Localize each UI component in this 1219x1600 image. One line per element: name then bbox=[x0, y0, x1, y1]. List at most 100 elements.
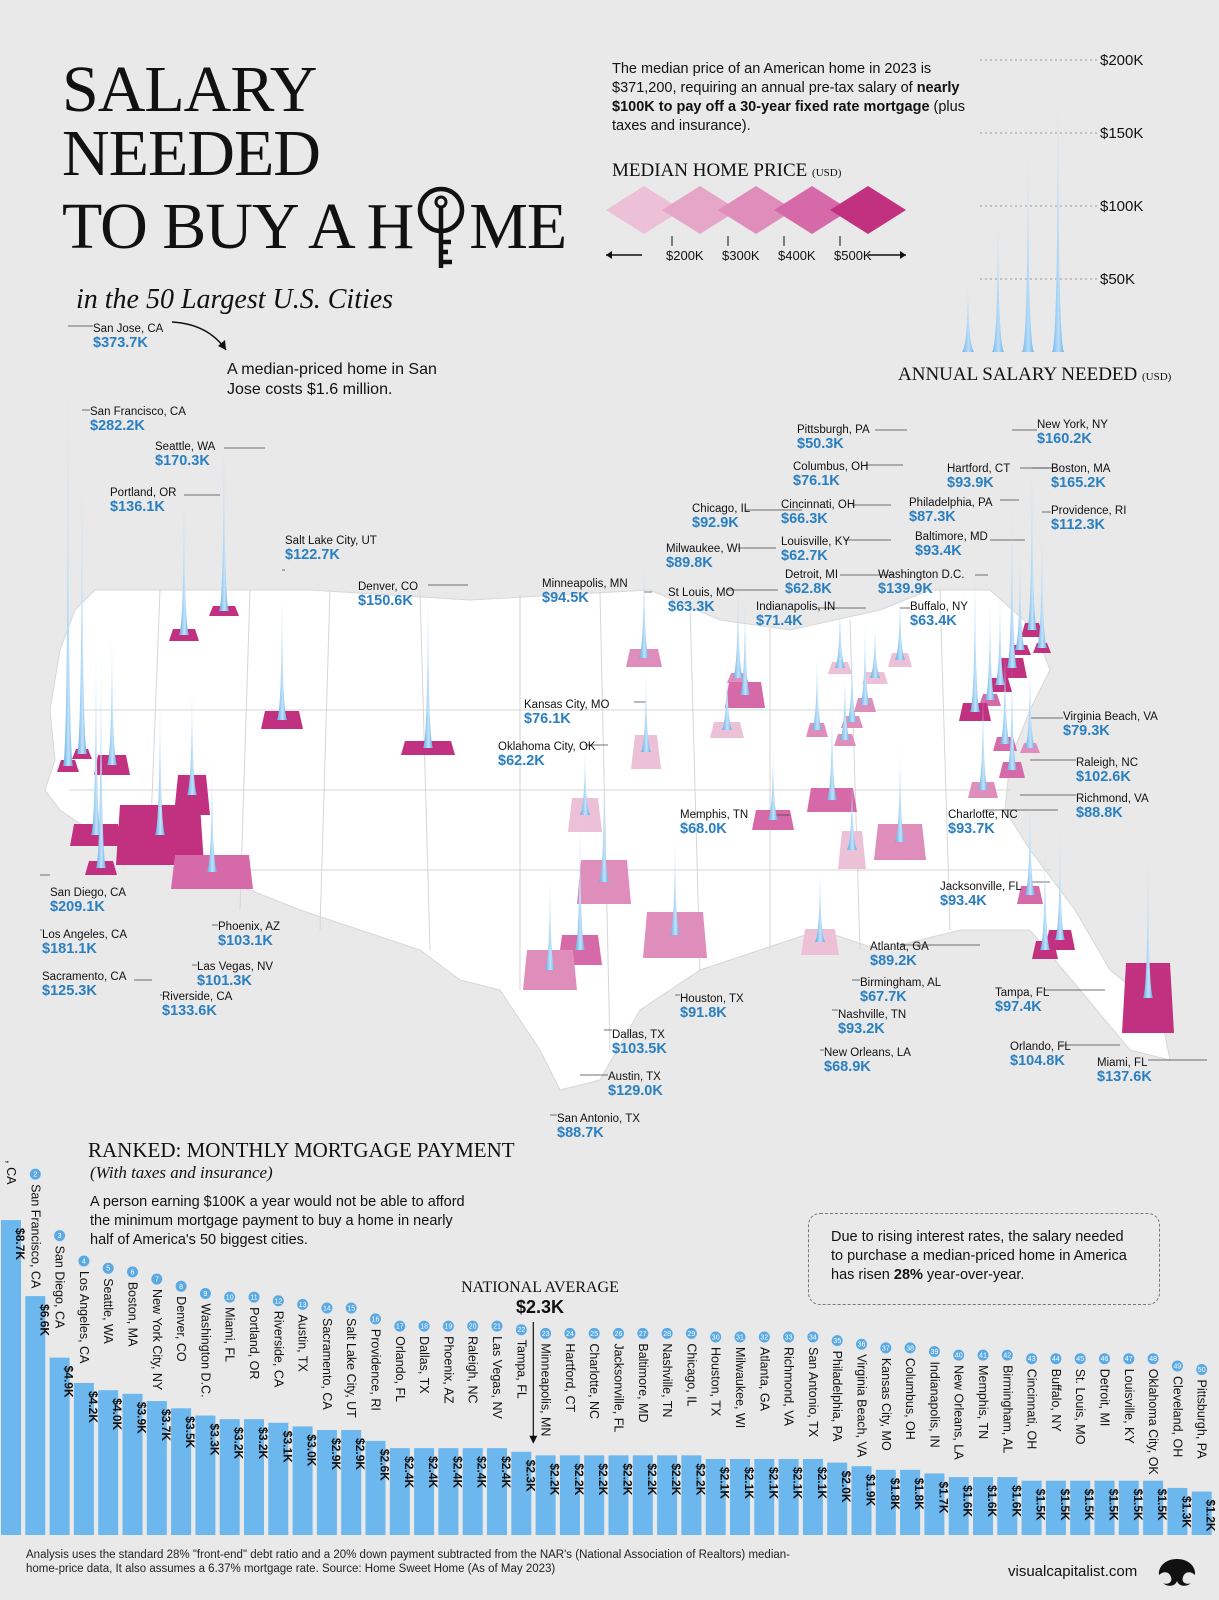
city-name: Detroit, MI bbox=[785, 569, 839, 581]
city-salary: $170.3K bbox=[155, 453, 210, 469]
bar-37 bbox=[875, 1469, 896, 1535]
bar-6 bbox=[122, 1393, 143, 1535]
city-name: Hartford, CT bbox=[947, 463, 1011, 475]
bar-37-rank-badge bbox=[880, 1342, 892, 1354]
bar-31-city: Milwaukee, WI bbox=[733, 1347, 747, 1428]
intro-part-2: (plus taxes and insurance). bbox=[612, 99, 965, 134]
footnote: Analysis uses the standard 28% "front-en… bbox=[26, 1549, 791, 1575]
city-label-san-diego-ca: San Diego, CA $209.1K bbox=[50, 886, 126, 914]
spike-portland-or bbox=[179, 477, 189, 635]
bar-15 bbox=[341, 1430, 362, 1535]
san-jose-callout: A median-priced home in San Jose costs $… bbox=[227, 361, 437, 398]
national-average: NATIONAL AVERAGE $2.3K bbox=[440, 1279, 640, 1318]
bar-39 bbox=[924, 1473, 945, 1535]
bar-19-value: $2.4K bbox=[450, 1456, 464, 1488]
city-salary: $50.3K bbox=[797, 436, 844, 452]
bar-47-value: $1.5K bbox=[1131, 1489, 1145, 1521]
city-name: Kansas City, MO bbox=[524, 699, 610, 711]
city-salary: $94.5K bbox=[542, 590, 589, 606]
ranked-subtitle: (With taxes and insurance) bbox=[90, 1163, 273, 1182]
bar-48-value: $1.5K bbox=[1155, 1489, 1169, 1521]
bar-15-value: $2.9K bbox=[353, 1438, 367, 1470]
city-name: Jacksonville, FL bbox=[940, 881, 1022, 893]
city-salary: $92.9K bbox=[692, 515, 739, 531]
spike-tampa-fl bbox=[1040, 837, 1050, 950]
scale-tick-label: $100K bbox=[1100, 198, 1143, 215]
city-name: Buffalo, NY bbox=[910, 601, 968, 613]
bar-42-rank: 42 bbox=[1003, 1353, 1011, 1360]
bar-23-value: $2.2K bbox=[548, 1463, 562, 1495]
bar-40-value: $1.6K bbox=[961, 1485, 975, 1517]
city-name: Salt Lake City, UT bbox=[285, 535, 377, 547]
spike-memphis-tn bbox=[768, 741, 778, 820]
bar-34-rank: 34 bbox=[809, 1334, 817, 1341]
bar-5 bbox=[98, 1390, 119, 1535]
note-part-2: year-over-year. bbox=[922, 1267, 1025, 1283]
bar-34-rank-badge bbox=[807, 1331, 819, 1343]
bar-18-rank-badge bbox=[418, 1320, 430, 1332]
bar-17-rank: 17 bbox=[396, 1324, 404, 1331]
bar-16 bbox=[365, 1440, 386, 1535]
bar-40-rank-badge bbox=[953, 1349, 965, 1361]
bar-11-city: Portland, OR bbox=[247, 1307, 261, 1379]
title-line-2: TO BUY A H ME bbox=[62, 186, 582, 276]
bar-16-rank-badge bbox=[370, 1313, 381, 1325]
intro-bold: nearly $100K to pay off a 30-year fixed … bbox=[612, 80, 960, 115]
city-label-minneapolis-mn: Minneapolis, MN $94.5K bbox=[542, 577, 628, 605]
bar-35-rank: 35 bbox=[833, 1338, 841, 1345]
city-salary: $93.4K bbox=[915, 543, 962, 559]
bar-30-city: Houston, TX bbox=[709, 1347, 723, 1417]
spike-cincinnati-oh bbox=[847, 645, 857, 722]
bar-9 bbox=[195, 1415, 216, 1535]
city-label-baltimore-md: Baltimore, MD $93.4K bbox=[915, 530, 988, 558]
bar-5-rank-badge bbox=[102, 1262, 114, 1274]
city-name: Atlanta, GA bbox=[870, 941, 929, 953]
bar-48-city: Oklahoma City, OK bbox=[1146, 1369, 1160, 1476]
bar-22-value: $2.3K bbox=[523, 1460, 537, 1492]
bar-44-city: Buffalo, NY bbox=[1049, 1369, 1063, 1433]
bar-31 bbox=[730, 1458, 750, 1535]
bar-39-city: Indianapolis, IN bbox=[927, 1361, 941, 1447]
city-label-louisville-ky: Louisville, KY $62.7K bbox=[781, 535, 850, 563]
bar-8-city: Denver, CO bbox=[174, 1296, 188, 1362]
bar-9-rank-badge bbox=[199, 1288, 211, 1300]
bar-33 bbox=[778, 1458, 799, 1535]
city-label-jacksonville-fl: Jacksonville, FL $93.4K bbox=[940, 880, 1022, 908]
bar-21 bbox=[487, 1448, 507, 1535]
city-name: Louisville, KY bbox=[781, 536, 851, 548]
bar-25-rank-badge bbox=[588, 1327, 600, 1339]
legend-tick-label: $200K bbox=[666, 248, 704, 263]
bar-30-rank: 30 bbox=[712, 1334, 720, 1341]
bar-16-value: $2.6K bbox=[378, 1449, 392, 1481]
bar-20 bbox=[462, 1448, 483, 1535]
city-salary: $102.6K bbox=[1076, 769, 1131, 785]
city-label-washington-d-c: Washington D.C. $139.9K bbox=[878, 568, 965, 596]
bar-49 bbox=[1167, 1487, 1188, 1535]
bar-32-city: Atlanta, GA bbox=[757, 1347, 771, 1412]
city-salary: $129.0K bbox=[608, 1083, 663, 1099]
callout-arrow bbox=[171, 321, 227, 351]
city-name: San Diego, CA bbox=[50, 887, 127, 899]
city-salary: $282.2K bbox=[90, 418, 145, 434]
bar-9-rank: 9 bbox=[203, 1291, 207, 1298]
bar-11-rank: 11 bbox=[250, 1295, 257, 1302]
bar-16-city: Providence, RI bbox=[369, 1329, 383, 1411]
city-name: San Francisco, CA bbox=[90, 406, 186, 418]
bar-25-rank: 25 bbox=[590, 1331, 598, 1338]
bar-39-rank: 39 bbox=[931, 1349, 939, 1356]
intro-part-1: The median price of an American home in … bbox=[612, 61, 932, 96]
spike-richmond-va bbox=[1000, 640, 1010, 744]
city-name: Indianapolis, IN bbox=[756, 601, 836, 613]
bar-6-rank: 6 bbox=[131, 1269, 135, 1276]
brand-name[interactable]: visualcapitalist.com bbox=[1008, 1563, 1138, 1580]
bar-15-rank: 15 bbox=[347, 1306, 355, 1313]
bar-2-rank: 2 bbox=[33, 1172, 37, 1179]
national-average-arrowhead bbox=[529, 1435, 538, 1444]
spike-salt-lake-city-ut bbox=[277, 577, 287, 720]
city-name: Minneapolis, MN bbox=[542, 578, 628, 590]
bar-35-rank-badge bbox=[831, 1335, 843, 1347]
bar-27-value: $2.2K bbox=[645, 1463, 659, 1495]
bar-41-rank: 41 bbox=[979, 1353, 987, 1360]
bar-28-city: Nashville, TN bbox=[660, 1343, 674, 1417]
city-salary: $93.4K bbox=[940, 893, 987, 909]
